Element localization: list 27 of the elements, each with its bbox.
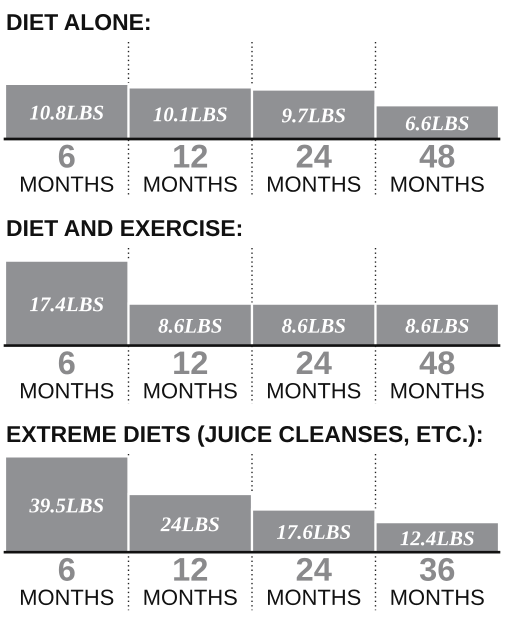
chart-title: EXTREME DIETS (JUICE CLEANSES, ETC.): xyxy=(8,425,482,447)
x-tick-label: 24 MONTHS xyxy=(268,558,360,606)
data-label: 10.1LBS xyxy=(153,107,227,122)
x-tick-label: 12 MONTHS xyxy=(144,144,237,192)
x-tick-label: 12 MONTHS xyxy=(144,558,237,606)
x-tick-label: 24 MONTHS xyxy=(268,351,360,398)
chart-title: DIET AND EXERCISE: xyxy=(8,220,242,236)
data-label: 8.6LBS xyxy=(406,318,468,333)
data-label: 12.4LBS xyxy=(400,531,474,546)
x-tick-label: 48 MONTHS xyxy=(392,351,484,398)
data-label: 6.6LBS xyxy=(406,116,468,130)
x-tick-label: 6 MONTHS xyxy=(21,351,114,398)
data-label: 8.6LBS xyxy=(282,318,345,333)
data-label: 24LBS xyxy=(160,517,219,532)
data-label: 39.5LBS xyxy=(29,498,104,513)
x-tick-label: 36 MONTHS xyxy=(392,558,484,606)
x-tick-label: 6 MONTHS xyxy=(21,144,114,192)
chart-title: DIET ALONE: xyxy=(8,14,150,30)
x-tick-label: 12 MONTHS xyxy=(144,351,237,398)
x-tick-label: 6 MONTHS xyxy=(21,558,114,606)
data-label: 10.8LBS xyxy=(30,106,104,120)
data-label: 8.6LBS xyxy=(158,318,222,333)
x-tick-label: 48 MONTHS xyxy=(392,144,484,192)
data-label: 17.6LBS xyxy=(276,525,350,540)
data-label: 9.7LBS xyxy=(282,108,345,123)
data-label: 17.4LBS xyxy=(30,297,104,312)
x-tick-label: 24 MONTHS xyxy=(268,144,360,192)
